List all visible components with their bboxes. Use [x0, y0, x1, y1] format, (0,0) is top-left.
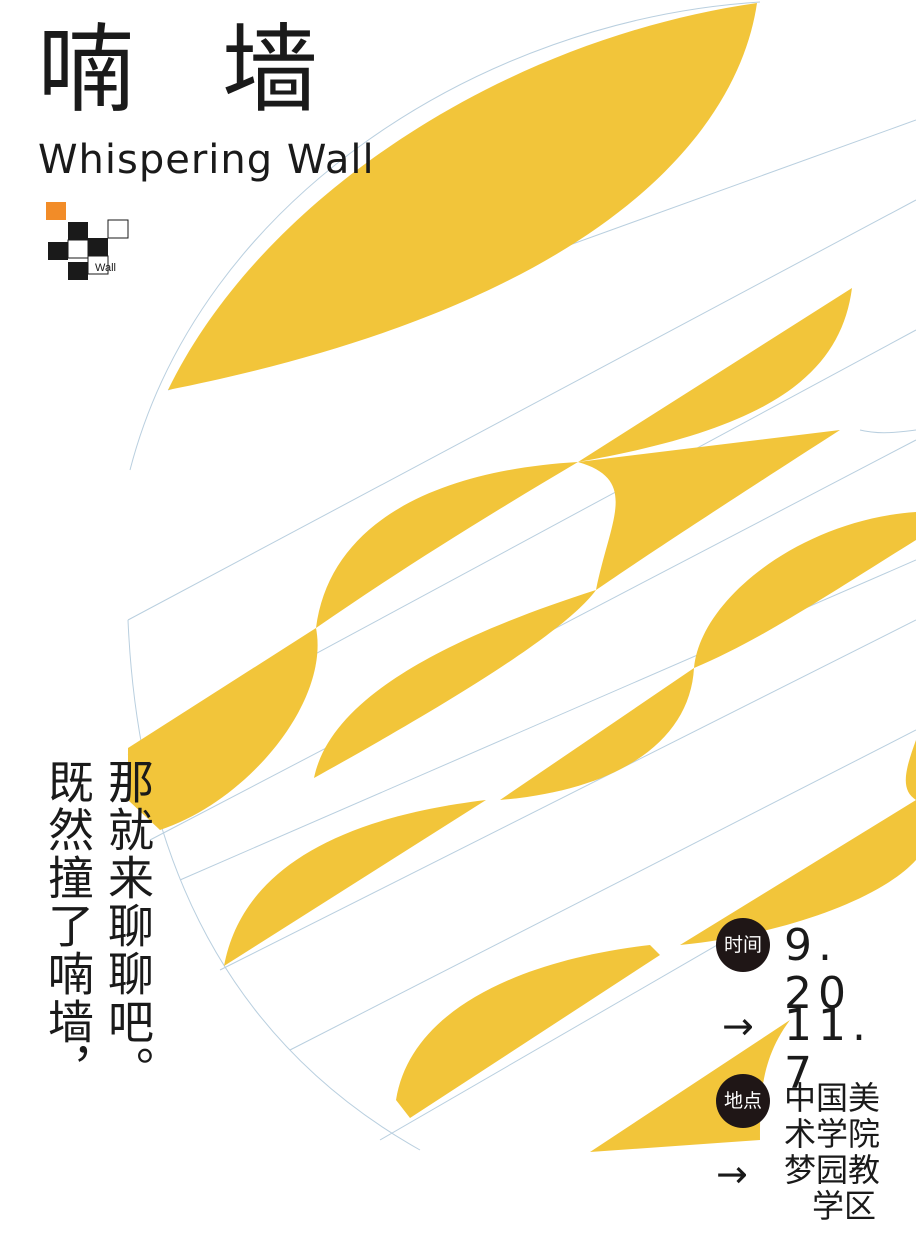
wave-4 [694, 512, 916, 668]
arrow-icon: → [716, 1152, 748, 1196]
place-text: 中国美 术学院 梦园教 学区 [784, 1079, 881, 1225]
place-line: 学区 [811, 1187, 876, 1225]
wave-5 [500, 668, 694, 800]
slogan-line-1: 那就来聊聊吧。 [101, 758, 155, 1094]
wave-7 [680, 800, 916, 945]
logo-label: Wall [95, 262, 116, 274]
wave-8 [396, 945, 660, 1118]
circle-outline [129, 1, 761, 471]
place-badge: 地点 [716, 1074, 770, 1128]
title-char-1: 喃 [38, 14, 136, 126]
title-english: Whispering Wall [38, 137, 375, 183]
slogan-line-2: 既然撞了喃墙， [41, 758, 95, 1094]
wall-logo-icon [46, 202, 129, 280]
circle-outline-lower [127, 619, 421, 1151]
wave-10 [905, 740, 916, 800]
wave-2 [314, 430, 840, 778]
title-chinese: 喃墙 [38, 20, 320, 120]
date-end: 11. 7 [784, 1000, 872, 1099]
yellow-shapes [128, 3, 916, 1152]
title-char-2: 墙 [222, 14, 320, 126]
wave-6 [224, 800, 486, 966]
leaf-top [168, 3, 757, 390]
date-start: 9. 20 [784, 920, 852, 1019]
arrow-icon: → [722, 1004, 754, 1048]
place-line: 中国美 [784, 1079, 881, 1117]
place-line: 术学院 [784, 1115, 881, 1153]
place-line: 梦园教 [784, 1151, 881, 1189]
wave-3 [128, 628, 318, 830]
time-badge: 时间 [716, 918, 770, 972]
